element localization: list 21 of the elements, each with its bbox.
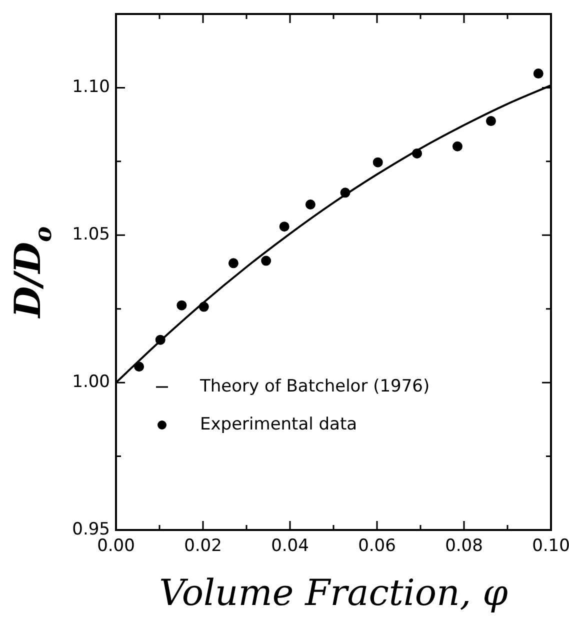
x-axis-title: Volume Fraction, φ <box>159 573 509 614</box>
legend-label: Theory of Batchelor (1976) <box>199 376 430 396</box>
point <box>228 258 238 268</box>
x-tick-label: 0.02 <box>184 536 222 556</box>
point <box>452 141 462 152</box>
y-tick-label: 1.10 <box>72 77 110 98</box>
x-tick-label: 0.06 <box>358 536 396 556</box>
point <box>176 300 187 310</box>
y-tick-label: 1.05 <box>72 224 110 245</box>
x-tick-label: 0.08 <box>445 536 483 556</box>
legend-label: Experimental data <box>200 414 358 434</box>
point <box>261 256 272 266</box>
point <box>486 116 496 126</box>
point <box>279 222 290 232</box>
point <box>372 157 383 168</box>
x-tick-label: 0.10 <box>532 536 569 556</box>
y-tick-label: 1.00 <box>72 372 110 392</box>
point <box>533 68 544 79</box>
y-axis-title: D/Do <box>7 226 57 319</box>
x-tick-label: 0.04 <box>271 536 309 556</box>
point <box>305 199 316 210</box>
